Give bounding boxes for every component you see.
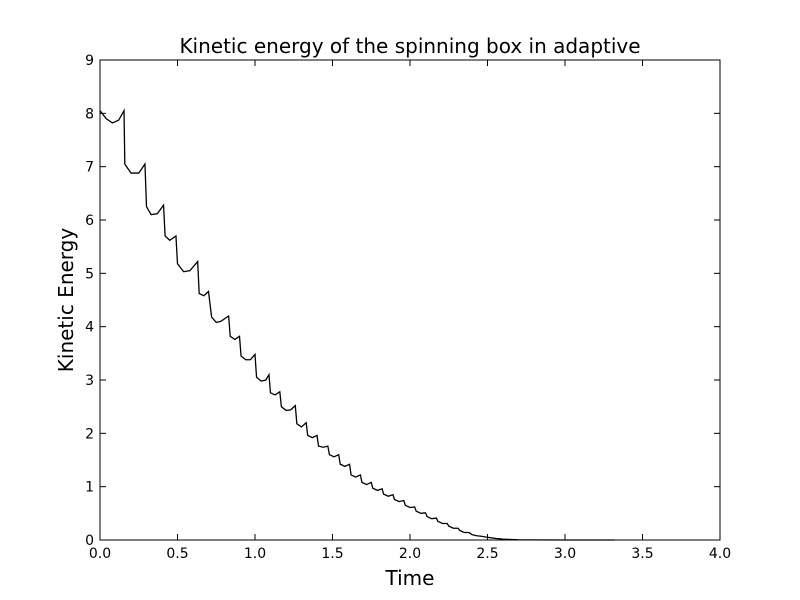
chart-title: Kinetic energy of the spinning box in ad…	[179, 34, 640, 58]
kinetic-energy-line	[99, 108, 615, 541]
x-tick-label: 0.5	[166, 546, 188, 562]
x-tick-label: 3.5	[631, 546, 653, 562]
plot-frame	[99, 59, 721, 541]
y-axis-label: Kinetic Energy	[54, 228, 78, 373]
y-axis-ticks: 0 1 2 3 4 5 6 7 8 9	[85, 53, 720, 549]
y-tick-label: 7	[85, 160, 94, 176]
x-axis-ticks: 0.0 0.5 1.0 1.5 2.0 2.5 3.0 3.5 4.0	[89, 60, 731, 562]
y-tick-label: 9	[85, 53, 94, 69]
x-tick-label: 2.5	[476, 546, 498, 562]
x-tick-label: 1.5	[321, 546, 343, 562]
y-tick-label: 0	[85, 533, 94, 549]
y-tick-label: 3	[85, 373, 94, 389]
x-tick-label: 2.0	[399, 546, 421, 562]
y-tick-label: 5	[85, 266, 94, 282]
y-tick-label: 8	[85, 106, 94, 122]
plot-area	[99, 59, 721, 541]
y-tick-label: 2	[85, 426, 94, 442]
x-tick-label: 1.0	[244, 546, 266, 562]
x-tick-label: 0.0	[89, 546, 111, 562]
x-tick-label: 4.0	[709, 546, 731, 562]
y-tick-label: 6	[85, 213, 94, 229]
y-tick-label: 1	[85, 480, 94, 496]
x-tick-label: 3.0	[554, 546, 576, 562]
x-axis-label: Time	[385, 566, 435, 590]
y-tick-label: 4	[85, 320, 94, 336]
